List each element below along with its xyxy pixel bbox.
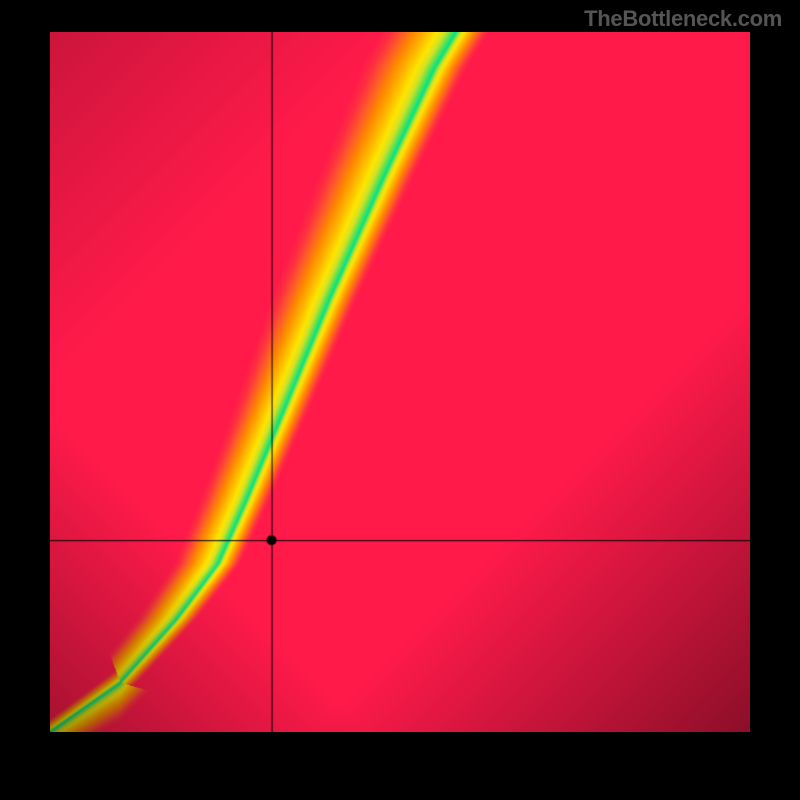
heatmap-plot [50,32,750,732]
watermark-text: TheBottleneck.com [584,6,782,32]
heatmap-canvas [50,32,750,732]
